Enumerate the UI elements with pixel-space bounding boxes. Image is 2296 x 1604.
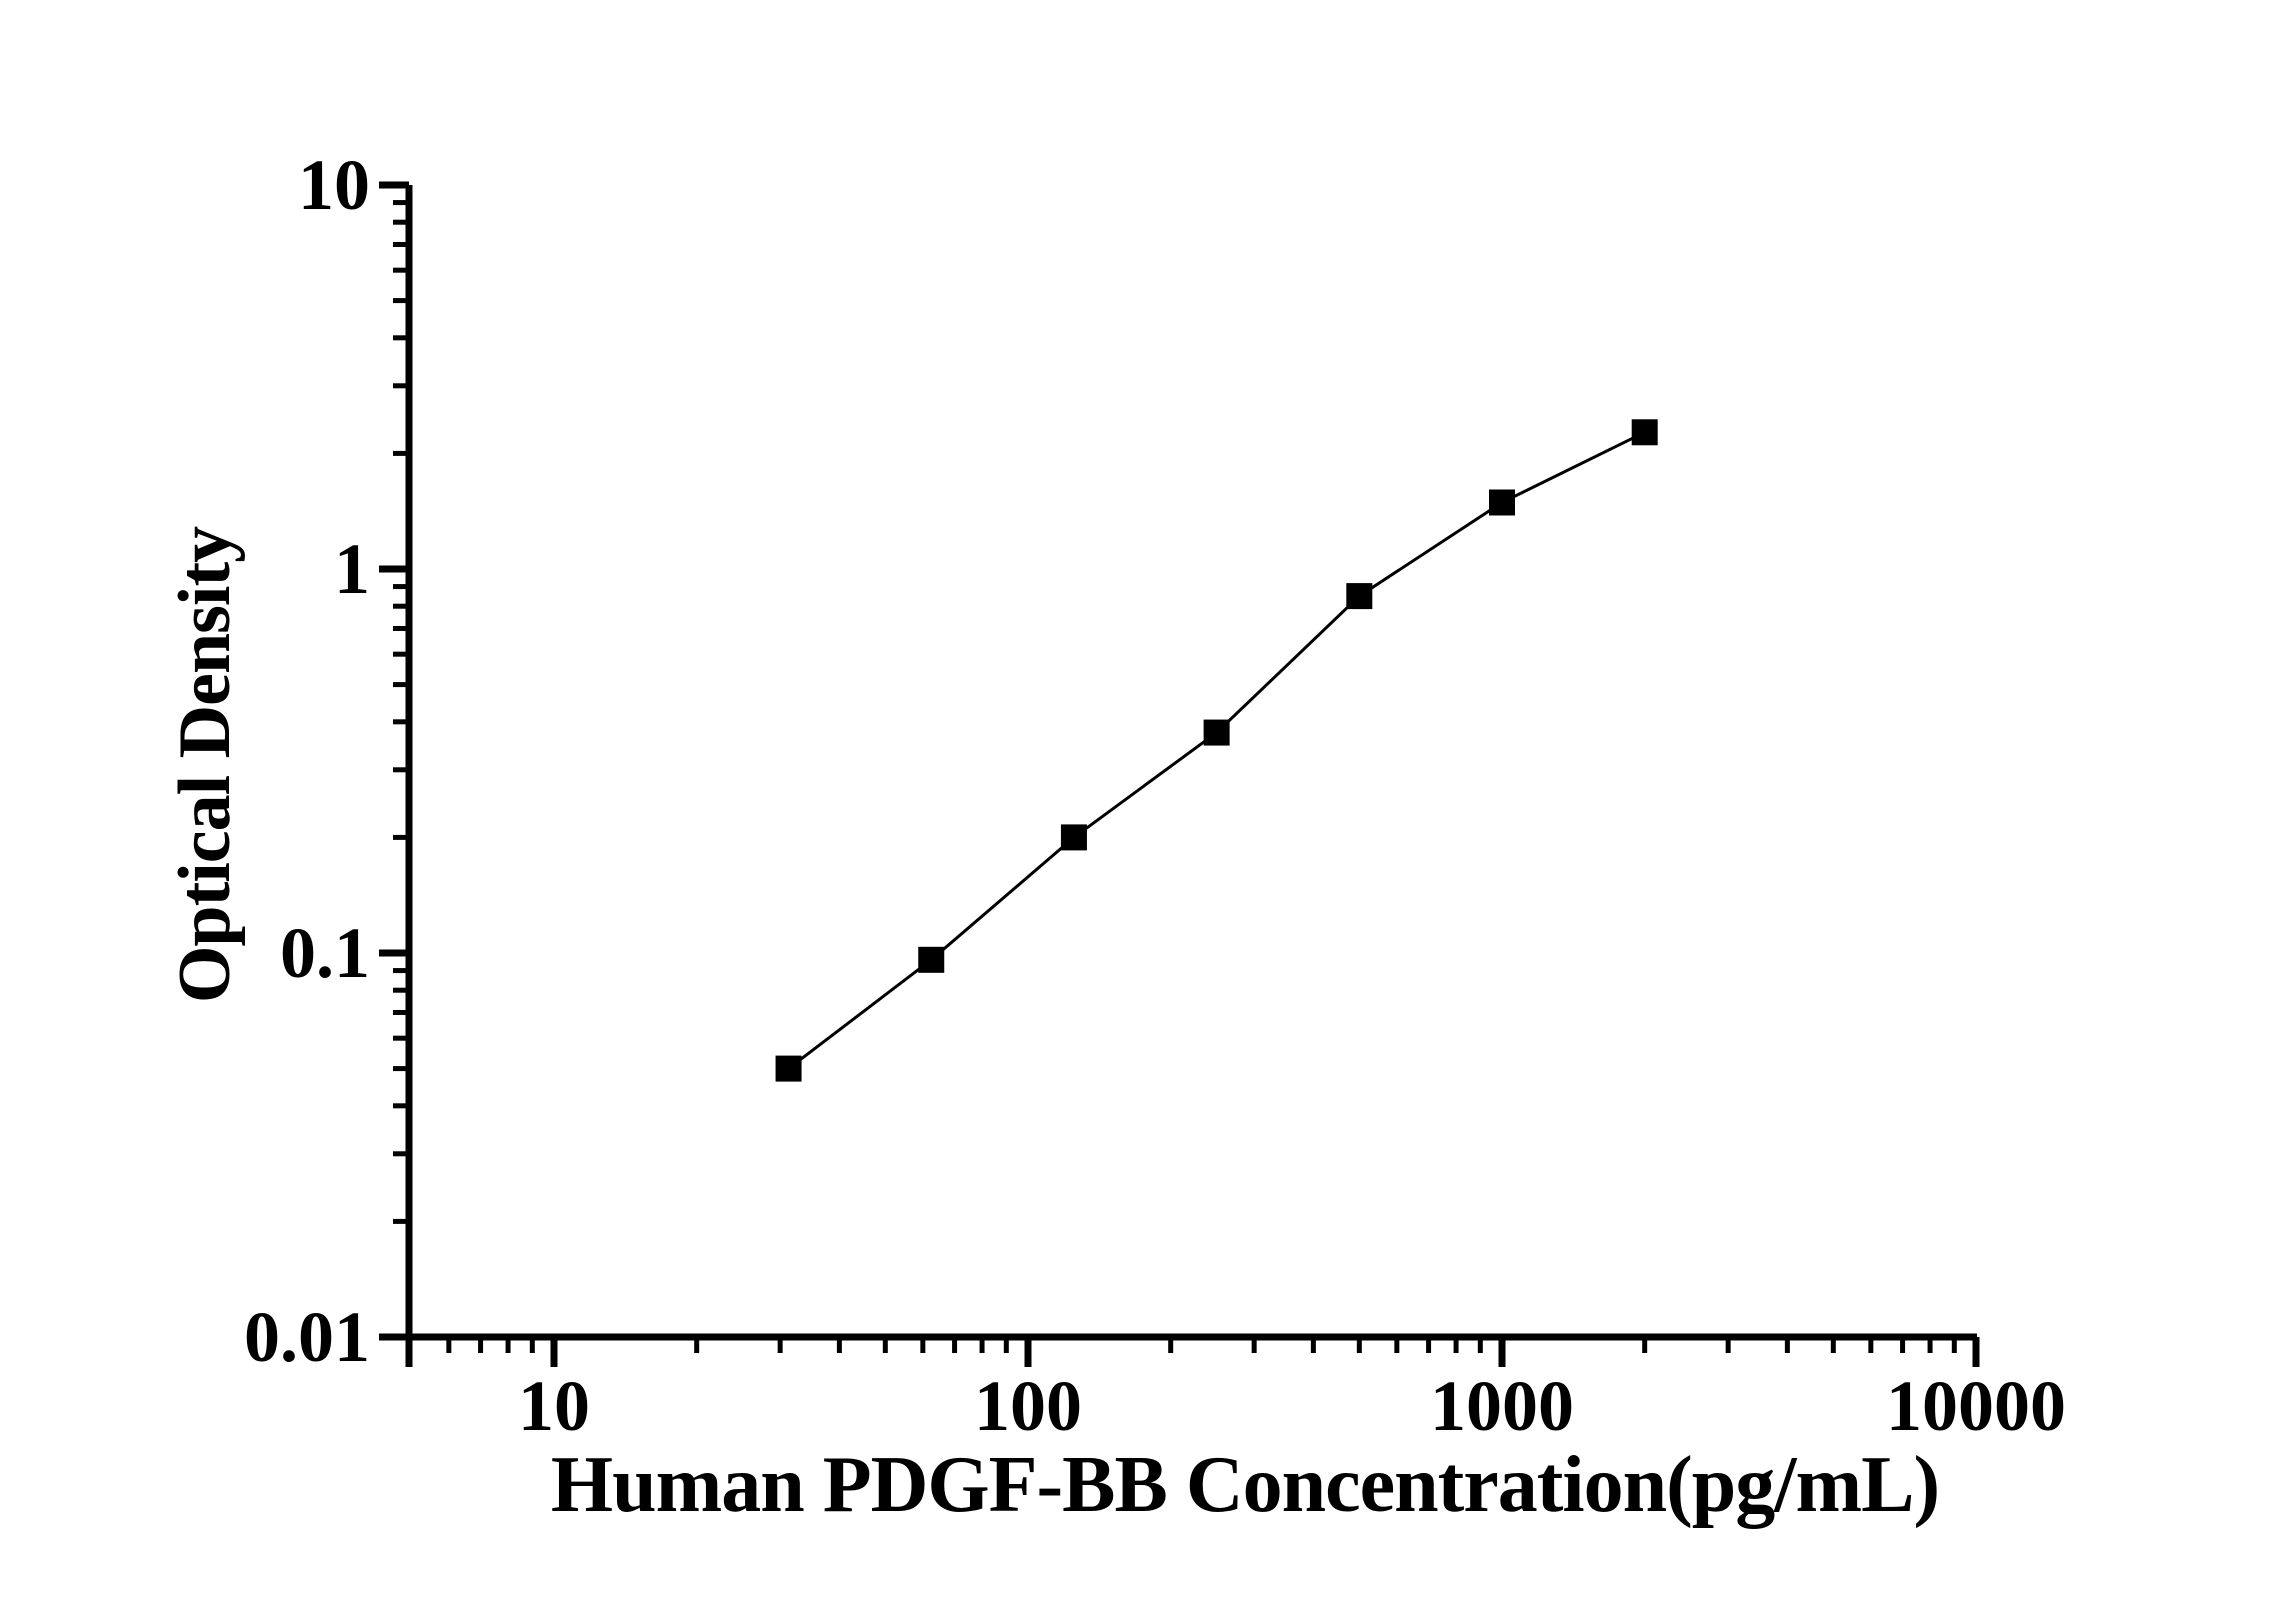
- x-tick-label-100: 100: [974, 1366, 1082, 1446]
- y-axis-title: Optical Density: [164, 526, 246, 1004]
- y-axis-ticks: 0.01 0.1 1 10: [244, 145, 409, 1377]
- data-point-marker-250: [1203, 719, 1230, 746]
- data-series-line: [787, 430, 1646, 1070]
- data-point-marker-2000: [1631, 419, 1658, 446]
- x-axis-title: Human PDGF-BB Concentration(pg/mL): [550, 1441, 1940, 1529]
- axis-lines: [405, 185, 1977, 1367]
- data-point-marker-62.5: [918, 946, 945, 973]
- x-axis-ticks: 10 100 1000 10000: [446, 1337, 2066, 1446]
- data-point-marker-31.25: [775, 1055, 802, 1082]
- data-point-markers: [775, 419, 1658, 1082]
- data-point-marker-500: [1346, 583, 1373, 610]
- x-tick-label-10000: 10000: [1886, 1366, 2066, 1446]
- x-tick-label-10: 10: [518, 1366, 590, 1446]
- data-point-marker-125: [1060, 824, 1087, 851]
- y-tick-label-0.1: 0.1: [280, 913, 370, 993]
- y-tick-label-1: 1: [334, 529, 370, 609]
- y-tick-label-0.01: 0.01: [244, 1297, 370, 1377]
- x-tick-label-1000: 1000: [1430, 1366, 1574, 1446]
- y-tick-label-10: 10: [298, 145, 370, 225]
- data-point-marker-1000: [1489, 489, 1515, 516]
